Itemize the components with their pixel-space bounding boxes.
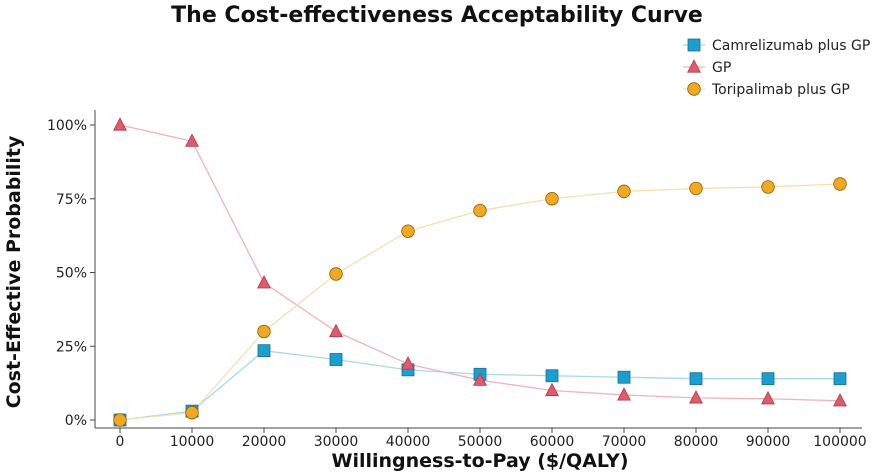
legend-marker-circle <box>687 82 701 96</box>
camrelizumab-plus-gp-point <box>761 372 775 386</box>
camrelizumab-plus-gp-point <box>833 372 847 386</box>
y-axis-title: Cost-Effective Probability <box>3 135 25 408</box>
gp-point <box>185 133 199 147</box>
legend-label: GP <box>712 60 731 76</box>
y-tick-label: 25% <box>56 339 87 355</box>
x-tick-label: 0 <box>116 434 125 450</box>
x-tick-label: 60000 <box>530 434 575 450</box>
gp-point <box>473 372 487 386</box>
y-tick-label: 50% <box>56 266 87 282</box>
gp-point <box>257 275 271 289</box>
gp-point <box>833 393 847 407</box>
y-axis-ticks: 0% 25% 50% 75% 100% <box>47 118 95 429</box>
gp-point <box>401 356 415 370</box>
toripalimab-plus-gp-point <box>761 180 775 194</box>
plot-area: 0 10000 20000 30000 40000 50000 60000 70000 8000… <box>47 110 867 450</box>
x-tick-label: 70000 <box>602 434 647 450</box>
x-tick-label: 20000 <box>242 434 287 450</box>
series-markers <box>113 117 847 427</box>
x-axis-ticks: 0 10000 20000 30000 40000 50000 60000 70000 8000… <box>116 428 867 450</box>
camrelizumab-plus-gp-point <box>329 353 343 366</box>
toripalimab-plus-gp-point <box>689 181 703 196</box>
gp-point <box>761 390 775 405</box>
y-tick-label: 75% <box>56 192 87 208</box>
chart-title: The Cost-effectiveness Acceptability Cur… <box>171 3 703 28</box>
legend-item-camrelizumab-plus-gp: Camrelizumab plus GP <box>683 38 870 54</box>
legend-label: Toripalimab plus GP <box>711 82 850 98</box>
camrelizumab-plus-gp-point <box>545 369 559 383</box>
legend-label: Camrelizumab plus GP <box>712 38 870 54</box>
gp-point <box>329 323 343 338</box>
toripalimab-plus-gp-point <box>833 177 847 191</box>
gp-line <box>119 124 841 402</box>
gp-point <box>113 117 127 131</box>
x-tick-label: 100000 <box>813 434 866 450</box>
toripalimab-plus-gp-point <box>185 405 199 420</box>
camrelizumab-plus-gp-point <box>617 370 631 384</box>
legend-item-gp: GP <box>683 59 731 76</box>
camrelizumab-plus-gp-point <box>689 372 703 386</box>
toripalimab-plus-gp-point <box>617 184 631 199</box>
legend-marker-triangle <box>687 59 701 73</box>
camrelizumab-plus-gp-point <box>257 344 271 358</box>
x-tick-label: 50000 <box>458 434 503 450</box>
toripalimab-plus-gp-point <box>257 324 271 339</box>
x-tick-label: 10000 <box>170 434 215 450</box>
y-tick-label: 0% <box>65 413 87 429</box>
toripalimab-plus-gp-point <box>401 224 415 238</box>
legend: Camrelizumab plus GP GP Toripalimab plus G… <box>683 38 870 98</box>
toripalimab-plus-gp-point <box>329 267 343 281</box>
gp-point <box>689 390 703 404</box>
x-axis-title: Willingness-to-Pay ($/QALY) <box>331 450 628 472</box>
gp-point <box>617 387 631 401</box>
x-tick-label: 90000 <box>746 434 791 450</box>
gp-point <box>545 382 559 397</box>
x-tick-label: 80000 <box>674 434 719 450</box>
x-tick-label: 40000 <box>386 434 431 450</box>
toripalimab-plus-gp-point <box>113 413 127 427</box>
y-tick-label: 100% <box>47 118 87 134</box>
legend-marker-square <box>687 38 701 52</box>
legend-item-toripalimab-plus-gp: Toripalimab plus GP <box>683 82 850 98</box>
toripalimab-plus-gp-point <box>545 192 559 206</box>
x-tick-label: 30000 <box>314 434 359 450</box>
toripalimab-plus-gp-point <box>473 203 487 218</box>
